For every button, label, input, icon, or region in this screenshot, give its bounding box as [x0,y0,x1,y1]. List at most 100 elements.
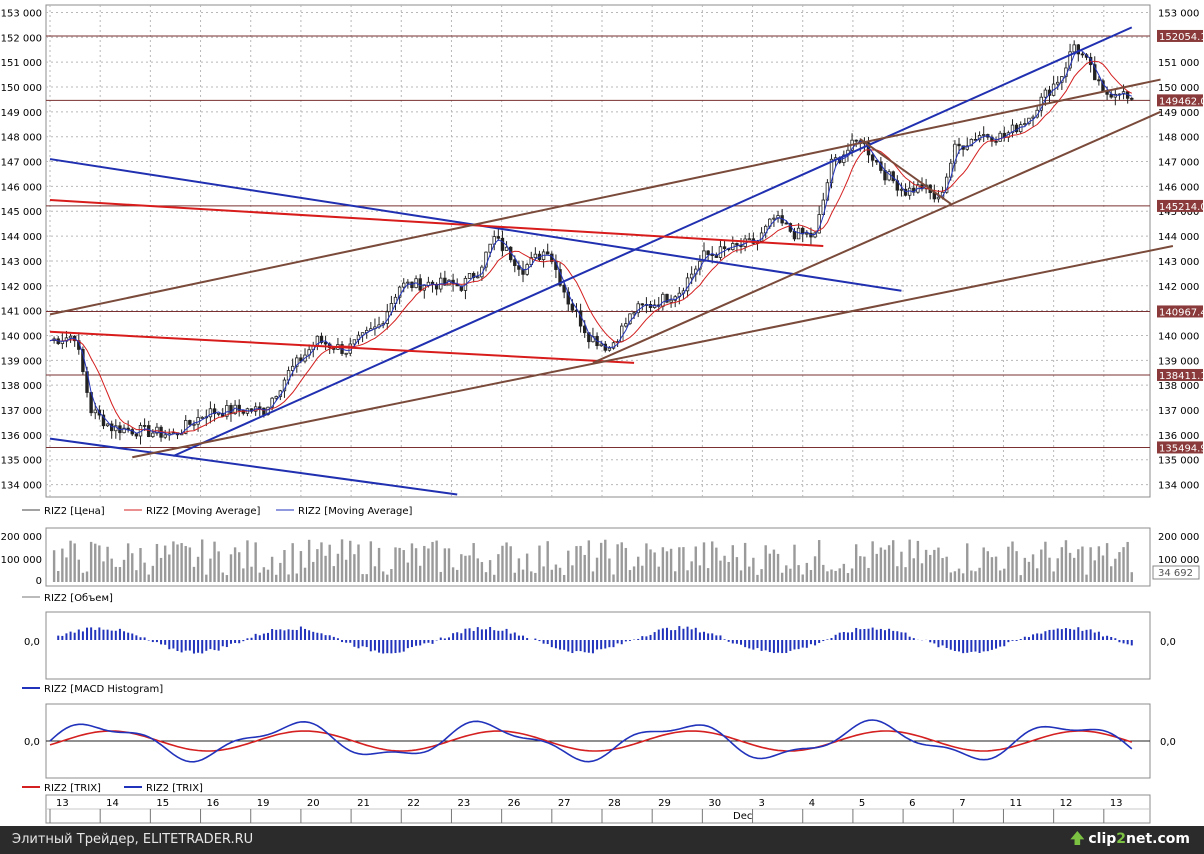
y-tick-right: 153 000 [1158,8,1199,19]
level-label-box [1157,368,1203,381]
y-tick-right: 135 000 [1158,456,1199,467]
volume-bar [94,543,97,582]
candle-body [1080,53,1085,56]
volume-bar [357,544,360,582]
volume-bar [303,567,307,582]
volume-bar [665,551,669,582]
x-tick-label: 15 [156,798,169,809]
footer-text: Элитный Трейдер, ELITETRADER.RU [12,832,254,847]
volume-bar [678,547,681,582]
volume-bar [472,543,475,582]
candle-body [936,196,941,200]
volume-bar [530,571,533,582]
level-label: 135494.9 [1159,443,1204,454]
volume-bar [488,560,492,582]
candle-body [1076,44,1081,55]
x-tick-label: 4 [809,798,815,809]
volume-bar [538,545,541,582]
level-labels: 152054.1 149462.0 145214.0 140967.4 138411.1… [1157,29,1204,454]
y-tick-left: 153 000 [1,8,42,19]
y-tick-left: 143 000 [1,257,42,268]
candle-body [907,187,912,196]
volume-bar [924,549,928,582]
x-tick-label: 27 [558,798,571,809]
candle-body [747,238,751,241]
volume-bar [291,543,294,582]
volume-bar [1118,552,1121,582]
volume-ytick-0: 0 [36,576,42,587]
x-tick-label: 16 [207,798,220,809]
volume-bar [883,549,887,582]
y-tick-right: 140 000 [1158,331,1199,342]
x-tick-label: 28 [608,798,621,809]
macd-ytick-right: 0,0 [1160,637,1176,648]
volume-bar [653,552,656,582]
x-tick-label: 11 [1009,798,1022,809]
volume-bar [797,565,800,582]
candle-body [796,227,801,240]
candle-body [969,138,974,147]
volume-bar [550,569,554,582]
y-tick-left: 148 000 [1,133,42,144]
level-label: 145214.0 [1159,202,1204,213]
volume-bar [822,564,825,582]
volume-bar [320,542,323,582]
candle-body [500,237,505,251]
volume-bar [587,540,591,582]
x-tick-label: 23 [457,798,470,809]
volume-bar [221,572,224,582]
volume-bar [961,573,965,582]
candle-body [710,254,714,256]
volume-bar [110,558,113,582]
x-tick-label: 22 [407,798,420,809]
volume-bar [579,545,582,582]
volume-bar [254,542,257,582]
candle-body [957,143,961,147]
volume-bar [887,545,891,582]
candle-body [665,293,669,303]
volume-bar [1027,561,1031,582]
y-tick-right: 139 000 [1158,356,1199,367]
volume-bar [497,554,500,582]
volume-bar [657,566,660,582]
volume-bar [159,557,163,582]
price-levels [46,35,1150,448]
volume-bar [702,542,706,582]
candle-body [122,427,126,434]
volume-bar [756,574,759,582]
volume-bar [748,566,751,582]
x-tick-label: 14 [106,798,119,809]
volume-bar [842,563,846,582]
volume-bar [933,549,936,582]
volume-bar [135,570,138,582]
x-tick-label: 6 [909,798,915,809]
candle-body [994,140,998,143]
volume-bar [727,561,730,582]
y-tick-left: 145 000 [1,207,42,218]
volume-bar [706,568,710,582]
level-label-box [1157,94,1203,107]
x-tick-label: 13 [56,798,69,809]
volume-bar [332,566,336,582]
volume-bar [423,545,426,582]
trix-blue-line [49,719,1133,763]
volume-bar [850,568,854,582]
volume-bar [892,540,895,582]
volume-bar [501,545,504,582]
volume-bar [295,573,298,582]
volume-bar [739,570,743,582]
clip2net-logo[interactable]: clip2net.com [1070,831,1190,847]
volume-bar [641,565,644,582]
volume-bar [168,554,171,582]
candle-body [632,312,636,315]
x-tick-label: 26 [508,798,521,809]
brand-prefix: clip [1088,831,1117,847]
volume-bar [879,547,883,582]
y-tick-right: 145 000 [1158,207,1199,218]
y-tick-right: 137 000 [1158,406,1199,417]
price-legend: RIZ2 [Цена] RIZ2 [Moving Average] RIZ2 [… [22,506,413,517]
legend-trix-blue: RIZ2 [TRIX] [146,783,203,794]
volume-bar [916,540,920,582]
y-tick-right: 150 000 [1158,83,1199,94]
volume-bar [711,541,714,582]
